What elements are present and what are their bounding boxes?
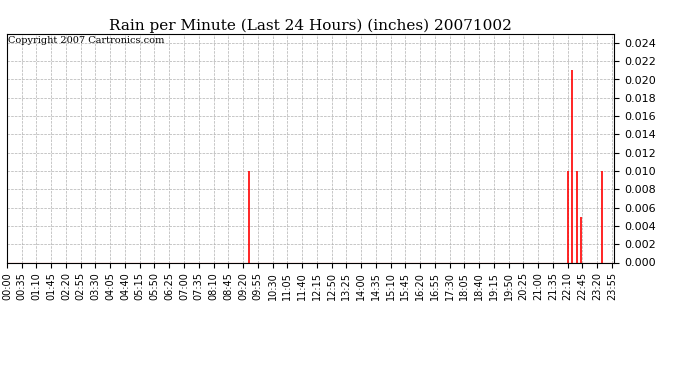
Text: Copyright 2007 Cartronics.com: Copyright 2007 Cartronics.com: [8, 36, 164, 45]
Title: Rain per Minute (Last 24 Hours) (inches) 20071002: Rain per Minute (Last 24 Hours) (inches)…: [109, 18, 512, 33]
